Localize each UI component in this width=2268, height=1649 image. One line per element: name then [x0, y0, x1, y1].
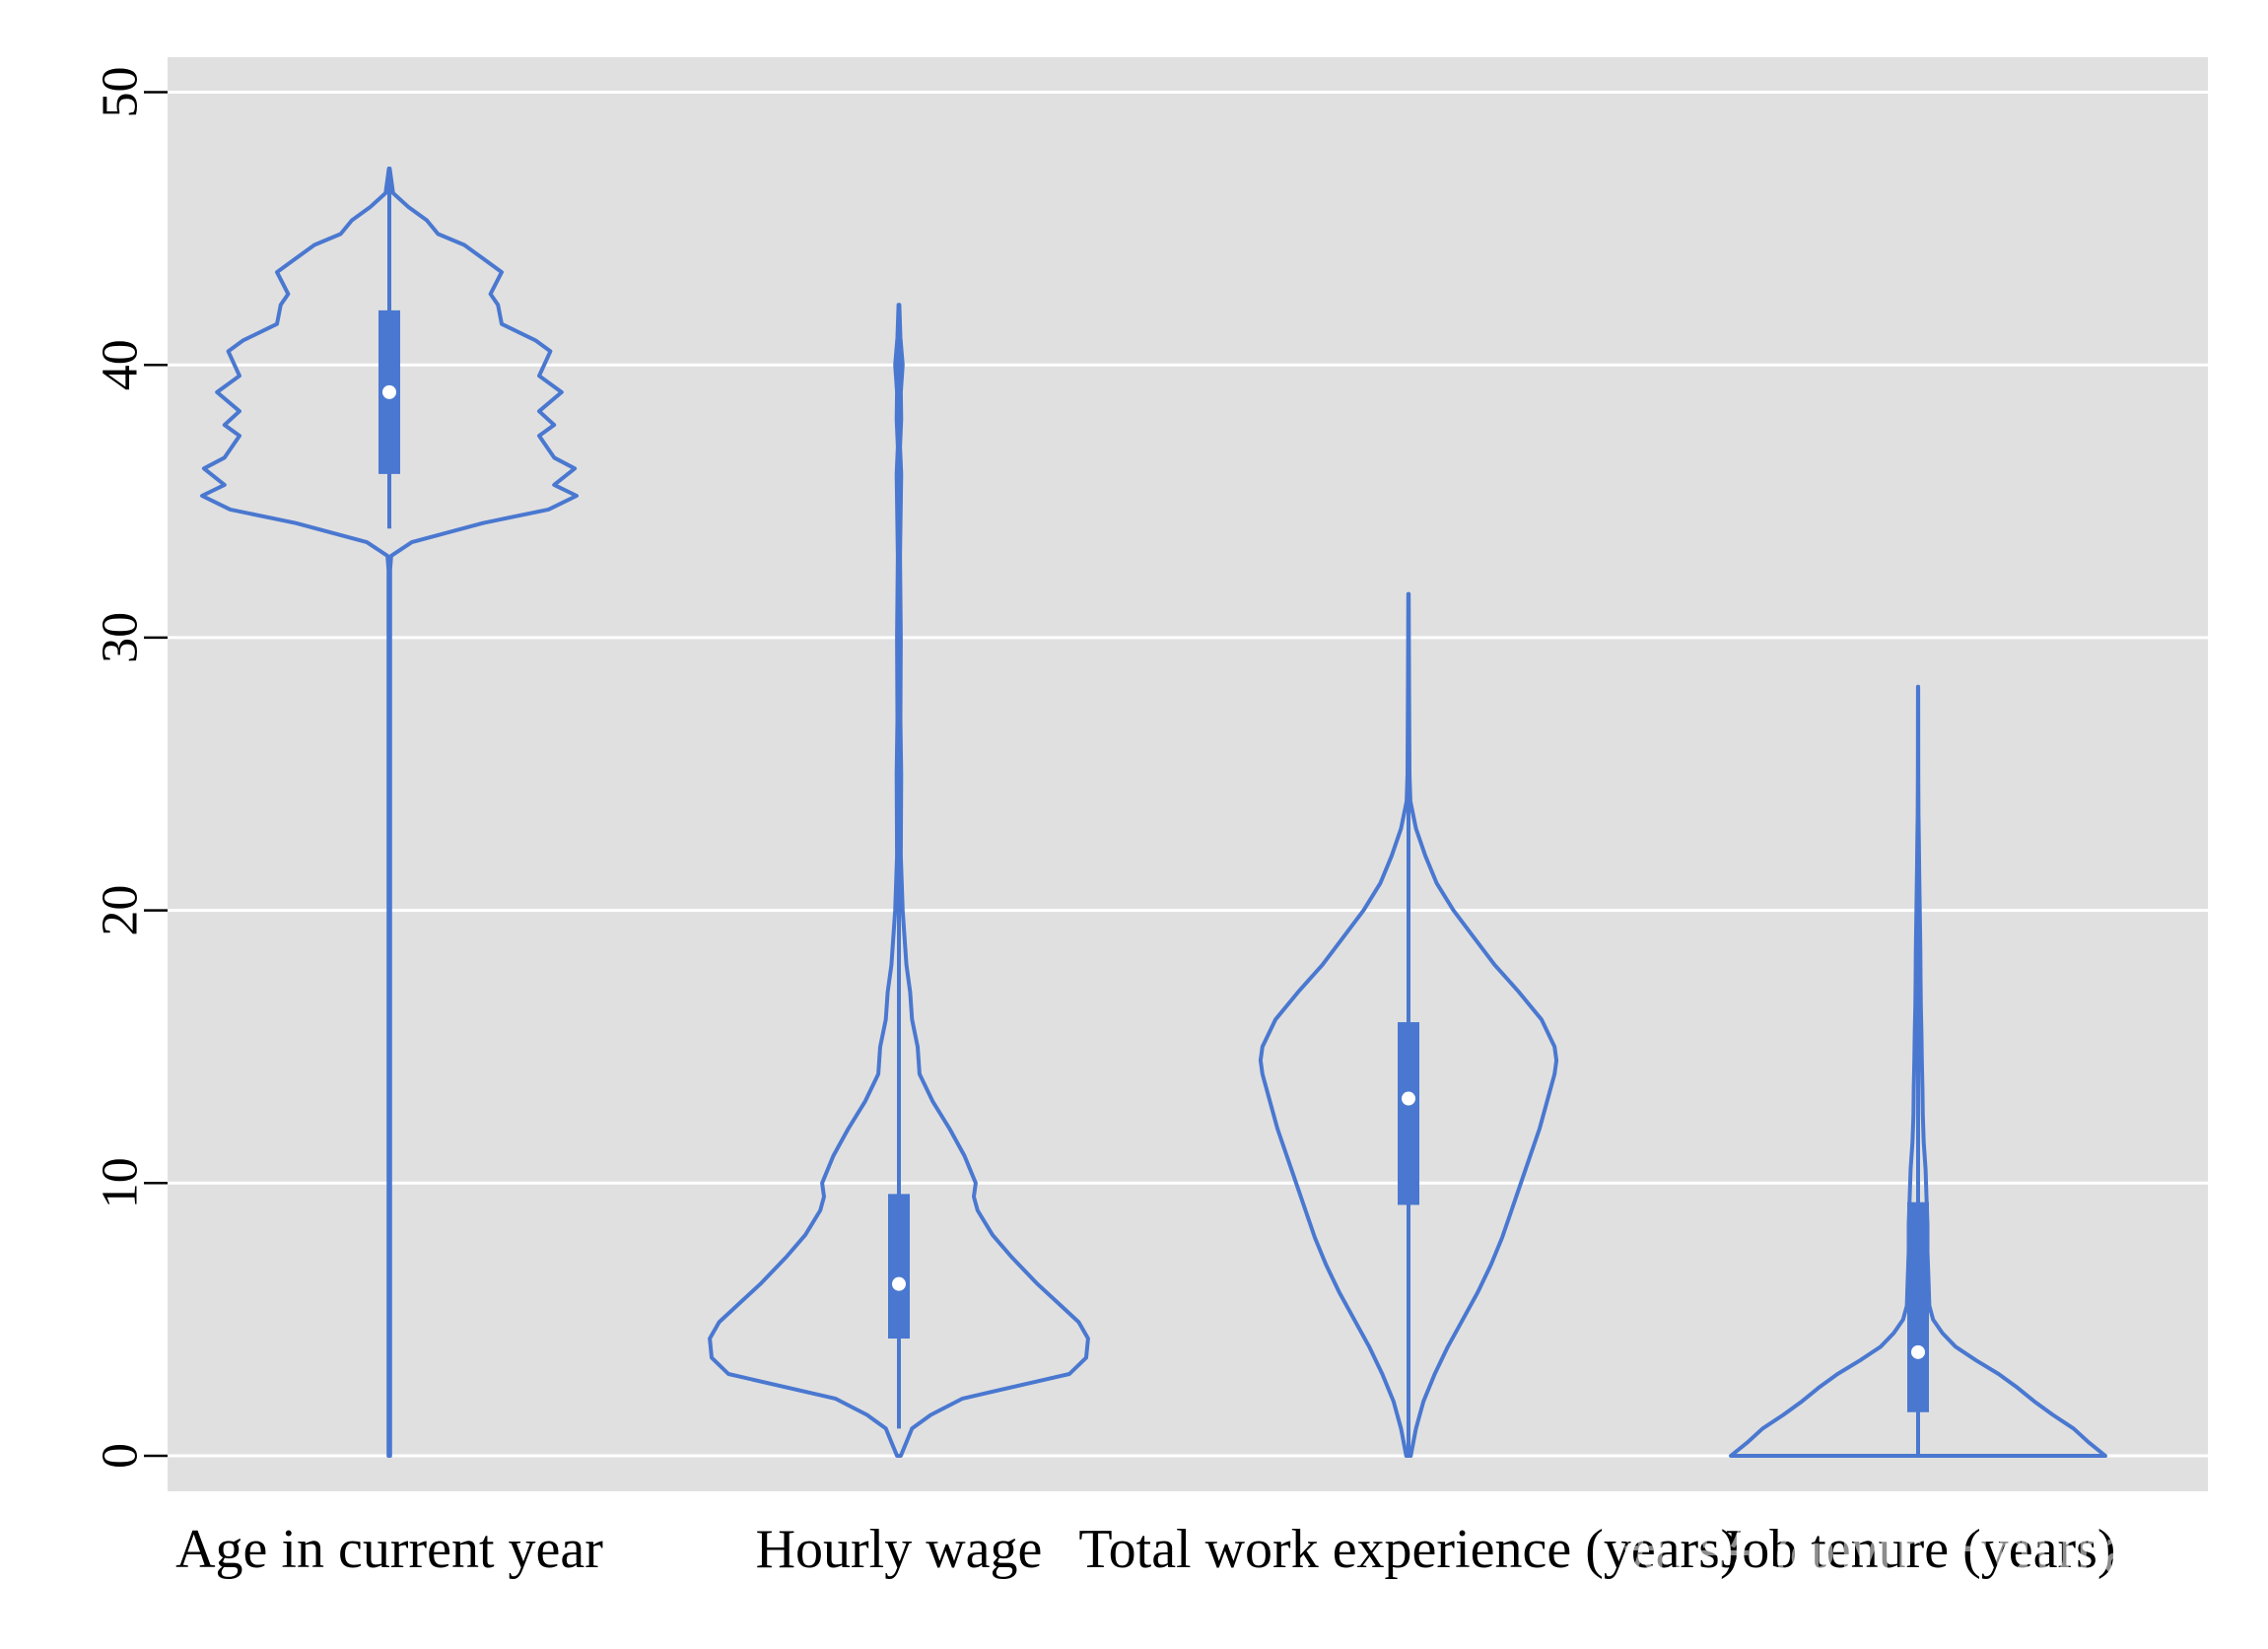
- violin-median: [1911, 1344, 1925, 1359]
- y-tick-label: 50: [93, 67, 149, 118]
- violins: [200, 167, 2107, 1458]
- violin-iqr-box: [1907, 1202, 1929, 1412]
- category-label: Job tenure (years): [1720, 1519, 2115, 1580]
- violin-group: [200, 167, 579, 1458]
- category-label: Age in current year: [175, 1519, 603, 1580]
- violin-group: [708, 303, 1090, 1458]
- violin-group: [1729, 684, 2107, 1458]
- category-labels: Age in current year Hourly wage Total work…: [175, 1519, 2115, 1580]
- y-tick-label: 40: [93, 339, 149, 390]
- violin-outline: [1729, 684, 2107, 1458]
- plot-background: [168, 57, 2208, 1491]
- y-tick-label: 10: [93, 1157, 149, 1208]
- y-axis: 0 10 20 30 40 50: [93, 67, 168, 1469]
- category-label: Hourly wage: [756, 1519, 1043, 1580]
- watermark: 知乎 @Mr Figurant: [1621, 1514, 2208, 1590]
- y-tick-label: 20: [93, 885, 149, 936]
- violin-median: [1402, 1091, 1415, 1106]
- y-tick-label: 0: [93, 1443, 149, 1469]
- y-tick-label: 30: [93, 612, 149, 663]
- violin-outline: [708, 303, 1090, 1458]
- violin-iqr-box: [888, 1194, 910, 1340]
- violin-median: [382, 384, 396, 399]
- violin-outline: [1258, 591, 1559, 1458]
- violin-group: [1258, 591, 1559, 1458]
- violin-iqr-box: [1398, 1022, 1419, 1205]
- category-label: Total work experience (years): [1078, 1519, 1738, 1580]
- violin-median: [892, 1276, 906, 1291]
